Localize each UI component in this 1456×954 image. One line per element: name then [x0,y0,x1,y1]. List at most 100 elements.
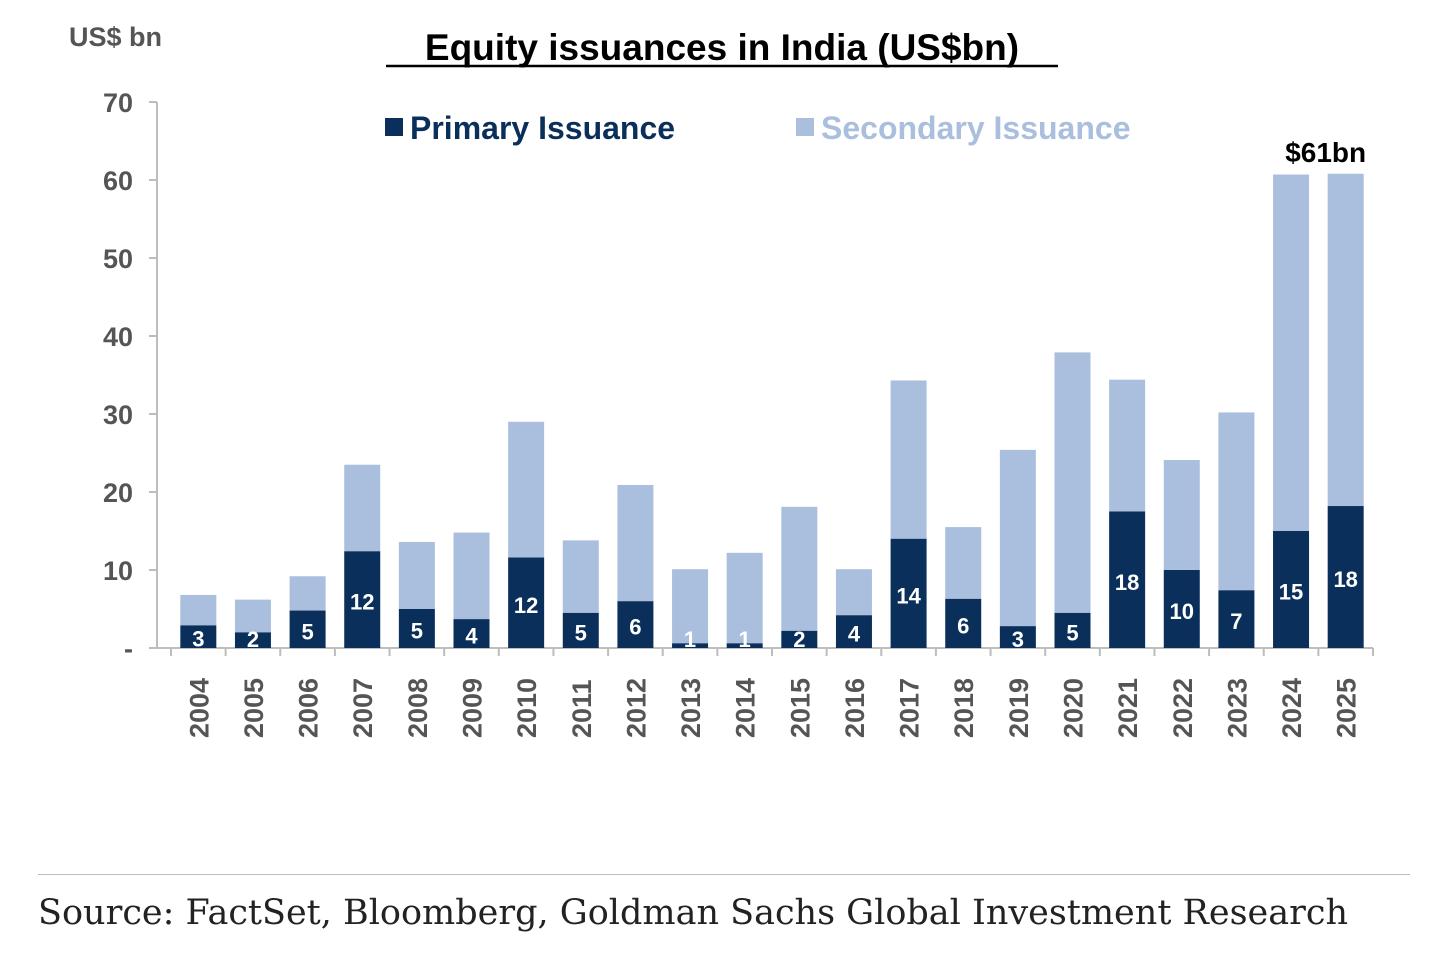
data-label-primary-2013: 1 [684,627,696,652]
y-tick-label: 40 [103,322,133,352]
bar-primary-2005 [234,632,271,648]
bar-secondary-2011 [562,540,599,613]
data-label-primary-2025: 18 [1333,567,1357,592]
bar-secondary-2004 [180,594,217,626]
bar-primary-2012 [617,601,654,648]
bar-secondary-2013 [672,569,709,644]
bar-secondary-2015 [781,506,818,631]
x-tick-label-2004: 2004 [184,678,214,738]
x-tick-label-2010: 2010 [512,678,542,738]
x-tick-label-2011: 2011 [567,679,597,738]
chart-title: Equity issuances in India (US$bn) [425,27,1019,68]
data-label-primary-2020: 5 [1066,620,1078,645]
y-tick-label: 20 [103,478,133,508]
x-tick-label-2007: 2007 [348,678,378,738]
x-tick-label-2023: 2023 [1222,678,1252,738]
data-label-primary-2007: 12 [350,590,374,615]
x-tick-label-2024: 2024 [1277,678,1307,738]
bar-secondary-2018 [945,527,982,599]
legend-swatch-secondary [796,118,814,136]
bar-primary-2020 [1054,612,1091,648]
data-label-primary-2005: 2 [247,627,259,652]
legend-swatch-primary [385,118,403,136]
bar-primary-2018 [945,598,982,648]
bar-primary-2011 [562,612,599,648]
y-axis-unit-label: US$ bn [69,22,162,52]
data-label-primary-2017: 14 [896,583,921,608]
annotation-total-2025: $61bn [1285,137,1366,168]
x-tick-label-2022: 2022 [1168,678,1198,738]
data-label-primary-2009: 4 [465,624,478,649]
x-tick-label-2025: 2025 [1332,678,1362,738]
bar-secondary-2008 [398,541,435,609]
bar-secondary-2022 [1163,460,1200,570]
bar-primary-2010 [508,557,545,648]
bar-primary-2016 [835,615,872,648]
x-tick-label-2021: 2021 [1113,678,1143,738]
data-label-primary-2016: 4 [848,622,861,647]
bar-primary-2019 [999,626,1036,648]
data-label-primary-2006: 5 [301,619,313,644]
data-label-primary-2023: 7 [1230,609,1242,634]
x-tick-label-2006: 2006 [294,678,324,738]
bar-secondary-2007 [344,464,381,552]
x-tick-label-2013: 2013 [676,678,706,738]
x-tick-label-2015: 2015 [785,678,815,738]
bar-secondary-2016 [835,569,872,616]
x-tick-label-2012: 2012 [621,678,651,738]
bar-primary-2004 [180,625,217,648]
x-tick-label-2005: 2005 [239,678,269,738]
bar-secondary-2017 [890,380,927,539]
x-tick-label-2016: 2016 [840,678,870,738]
y-tick-label: 70 [103,88,133,118]
equity-issuance-chart: Equity issuances in India (US$bn) US$ bn… [69,22,1374,738]
data-label-primary-2012: 6 [629,615,641,640]
bars [180,173,1364,648]
legend: Primary Issuance Secondary Issuance [385,110,1130,146]
bar-secondary-2005 [234,599,271,633]
source-note: Source: FactSet, Bloomberg, Goldman Sach… [38,893,1348,933]
bar-primary-2013 [672,643,709,648]
bar-primary-2022 [1163,570,1200,648]
bar-secondary-2024 [1273,174,1310,532]
legend-label-primary: Primary Issuance [410,110,675,146]
data-label-primary-2019: 3 [1012,627,1024,652]
x-tick-label-2018: 2018 [949,678,979,738]
bar-secondary-2021 [1109,379,1146,512]
data-label-primary-2018: 6 [957,613,969,638]
x-tick-label-2009: 2009 [458,678,488,738]
y-tick-label: 60 [103,166,133,196]
data-label-primary-2024: 15 [1279,580,1303,605]
y-tick-label: - [124,634,133,664]
data-label-primary-2021: 18 [1115,570,1139,595]
bar-secondary-2006 [289,576,326,611]
bar-primary-2008 [398,609,435,648]
bar-primary-2025 [1327,506,1364,648]
bar-secondary-2025 [1327,173,1364,507]
bar-secondary-2012 [617,484,654,602]
data-label-primary-2014: 1 [739,627,751,652]
bar-primary-2015 [781,630,818,648]
x-tick-label-2017: 2017 [895,678,925,738]
y-tick-label: 30 [103,400,133,430]
bar-primary-2006 [289,610,326,648]
bar-primary-2017 [890,538,927,648]
data-label-primary-2022: 10 [1170,599,1194,624]
bar-primary-2014 [726,643,763,648]
x-tick-label-2020: 2020 [1059,678,1089,738]
y-tick-label: 50 [103,244,133,274]
bar-secondary-2019 [999,449,1036,627]
data-label-primary-2008: 5 [411,619,423,644]
data-label-primary-2011: 5 [575,620,587,645]
y-tick-label: 10 [103,556,133,586]
x-tick-label-2019: 2019 [1004,678,1034,738]
data-label-primary-2004: 3 [192,627,204,652]
data-label-primary-2010: 12 [514,593,538,618]
x-tick-label-2008: 2008 [403,678,433,738]
bar-primary-2024 [1273,531,1310,648]
bar-primary-2009 [453,619,490,648]
bar-secondary-2023 [1218,412,1255,591]
bar-primary-2021 [1109,511,1146,648]
bar-primary-2023 [1218,590,1255,648]
